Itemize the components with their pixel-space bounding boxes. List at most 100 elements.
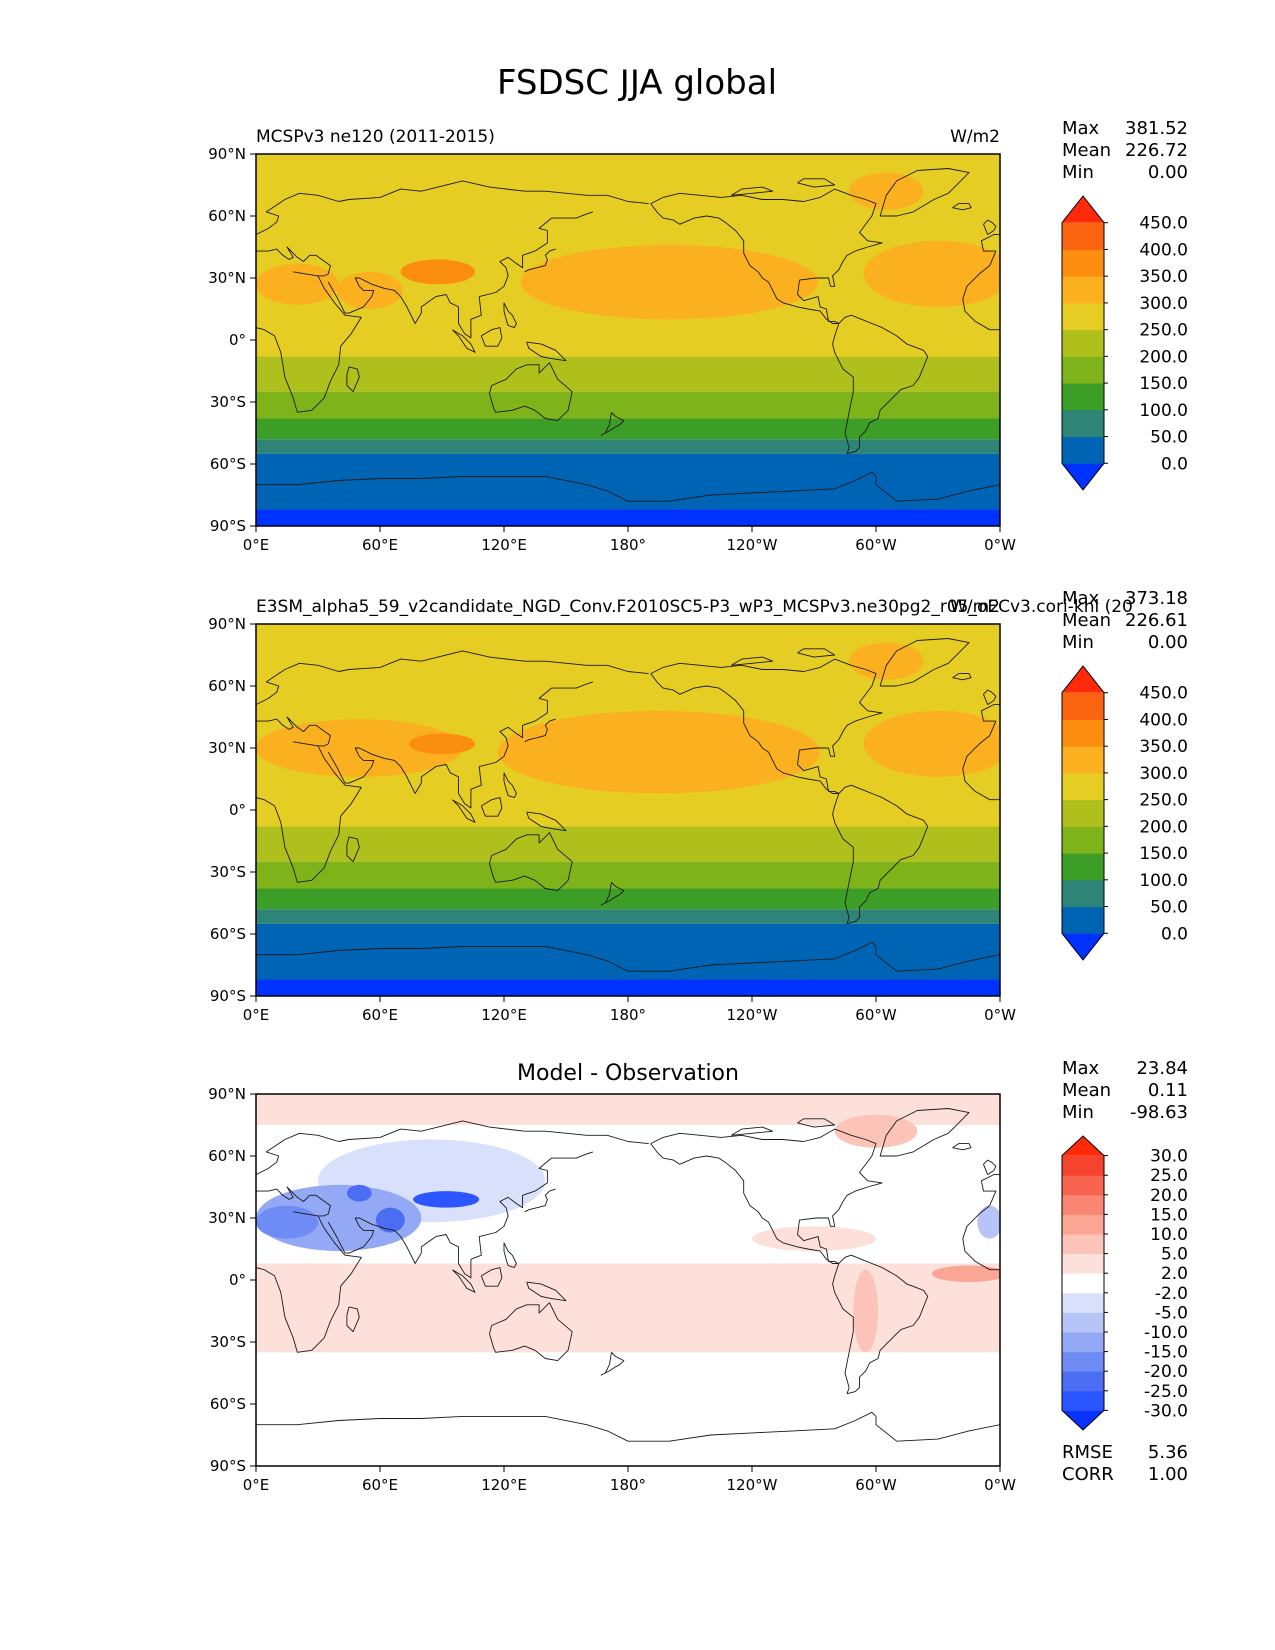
coastline	[480, 797, 503, 817]
colorbar-segment	[1062, 1351, 1104, 1372]
colorbar-segment	[1062, 1234, 1104, 1255]
extra-stat-value: 5.36	[1148, 1442, 1188, 1463]
coastline	[503, 772, 517, 799]
colorbar-segment	[1062, 906, 1104, 934]
stat-max-label: Max	[1062, 118, 1100, 139]
x-tick-label: 0°E	[243, 1476, 270, 1494]
colorbar-label: -30.0	[1144, 1401, 1188, 1421]
coastline	[524, 248, 556, 273]
coastline	[731, 186, 774, 196]
coastline	[503, 302, 517, 329]
field-region	[497, 710, 821, 794]
field-region	[400, 259, 476, 285]
colorbar-label: 50.0	[1150, 898, 1188, 918]
coastline	[983, 219, 997, 235]
coastline	[526, 1281, 567, 1302]
field-region	[520, 244, 819, 320]
coastline	[503, 1242, 517, 1269]
colorbar-label: 450.0	[1139, 684, 1188, 704]
field-region	[256, 263, 339, 305]
x-tick-label: 120°E	[481, 1006, 527, 1024]
y-tick-label: 90°S	[210, 517, 246, 535]
coastline	[832, 314, 929, 455]
stat-mean-value: 226.61	[1125, 610, 1188, 631]
coastline	[526, 811, 567, 832]
colorbar-segment	[1062, 249, 1104, 277]
coastline	[731, 1126, 774, 1136]
colorbar-label: 30.0	[1150, 1147, 1188, 1167]
y-tick-label: 30°N	[208, 1209, 246, 1227]
panel-title-left: E3SM_alpha5_59_v2candidate_NGD_Conv.F201…	[256, 597, 1133, 617]
x-tick-label: 120°W	[727, 1006, 778, 1024]
stat-mean-value: 0.11	[1148, 1080, 1188, 1101]
coastline	[980, 1174, 1000, 1206]
coastline	[489, 1302, 573, 1362]
coastline	[797, 648, 836, 658]
coastline	[832, 784, 929, 925]
extra-stat-label: CORR	[1062, 1464, 1114, 1485]
field-region	[413, 1191, 480, 1208]
coastline	[256, 941, 1000, 972]
y-tick-label: 0°	[229, 801, 246, 819]
colorbar-label: -20.0	[1144, 1362, 1188, 1382]
coastline	[731, 656, 774, 666]
field-band	[256, 439, 1000, 454]
coastline	[256, 1411, 1000, 1442]
colorbar-segment	[1062, 826, 1104, 854]
colorbar-label: 150.0	[1139, 844, 1188, 864]
colorbar-segment	[1062, 1194, 1104, 1215]
field-band	[256, 979, 1000, 996]
colorbar-label: 150.0	[1139, 374, 1188, 394]
coastline	[480, 327, 503, 347]
colorbar-label: 200.0	[1139, 347, 1188, 367]
field-region	[977, 1205, 1000, 1239]
coastline	[879, 168, 970, 217]
panel-difference: Model - Observation 0°E 60°E 120°E 180° 120°…	[208, 1058, 1188, 1494]
field-region	[346, 1184, 372, 1202]
field-band	[256, 356, 1000, 392]
y-tick-label: 90°S	[210, 987, 246, 1005]
colorbar-segment	[1062, 383, 1104, 411]
colorbar-label: 400.0	[1139, 240, 1188, 260]
colorbar: 0.0 50.0 100.0 150.0 200.0 250.0 300.0 350.0 400…	[1061, 195, 1188, 491]
colorbar-label: 300.0	[1139, 764, 1188, 784]
y-tick-label: 90°N	[208, 1085, 246, 1103]
field-band	[256, 391, 1000, 419]
x-tick-label: 180°	[610, 1006, 646, 1024]
x-tick-label: 0°W	[984, 1476, 1016, 1494]
panel-title-center: Model - Observation	[517, 1061, 739, 1086]
x-tick-label: 60°E	[362, 1006, 398, 1024]
coastline	[256, 741, 362, 883]
axis-ticks: 0°E 60°E 120°E 180° 120°W 60°W 0°W 90°N 60°N 30°N…	[208, 1085, 1016, 1494]
colorbar-label: 20.0	[1150, 1186, 1188, 1206]
field-region	[375, 1207, 405, 1233]
coastline	[346, 366, 360, 393]
x-tick-label: 120°E	[481, 536, 527, 554]
y-tick-label: 60°N	[208, 677, 246, 695]
colorbar-label: 350.0	[1139, 267, 1188, 287]
coastline	[480, 1267, 503, 1287]
stat-mean-label: Mean	[1062, 1080, 1111, 1101]
x-tick-label: 60°W	[855, 536, 897, 554]
colorbar-label: -25.0	[1144, 1382, 1188, 1402]
colorbar-segment	[1062, 692, 1104, 720]
field-region	[256, 1205, 318, 1239]
coastline	[256, 180, 649, 236]
panel-reference: E3SM_alpha5_59_v2candidate_NGD_Conv.F201…	[208, 588, 1188, 1024]
coastline	[650, 673, 839, 794]
colorbar-segment	[1062, 853, 1104, 881]
colorbar-label: 25.0	[1150, 1166, 1188, 1186]
coastline	[650, 203, 839, 324]
colorbar-label: 100.0	[1139, 871, 1188, 891]
x-tick-label: 0°W	[984, 536, 1016, 554]
stat-mean-label: Mean	[1062, 140, 1111, 161]
coastline	[980, 704, 1000, 736]
stat-min-value: 0.00	[1148, 632, 1188, 653]
coastline	[600, 1351, 625, 1376]
coastline	[962, 265, 1000, 331]
stat-min-value: 0.00	[1148, 162, 1188, 183]
x-tick-label: 180°	[610, 1476, 646, 1494]
coastline	[489, 832, 573, 892]
stat-min-value: -98.63	[1130, 1102, 1188, 1123]
coastline	[983, 689, 997, 705]
